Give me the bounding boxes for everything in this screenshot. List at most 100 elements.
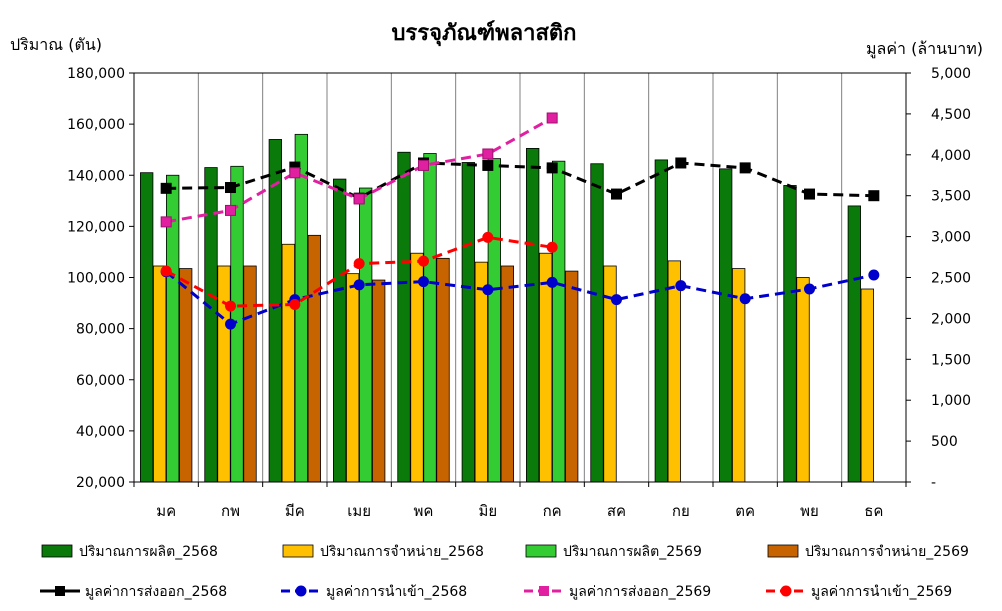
line-point-3 (418, 159, 429, 171)
x-tick-label: พย (800, 502, 819, 520)
bar-4-เมย (372, 279, 386, 483)
line-point-1 (675, 157, 687, 169)
line-point-4 (418, 255, 429, 267)
bar-4-มิย (500, 265, 514, 483)
legend-label: ปริมาณการผลิต_2568 (79, 544, 218, 560)
axes: 20,000 40,000 60,000 80,000 100,000 120,000 14… (67, 66, 971, 520)
bar-1-พย (783, 185, 797, 483)
legend-swatch (525, 544, 557, 558)
line-point-2 (611, 294, 622, 306)
y-right-tick-label: 5,000 (931, 66, 971, 82)
x-tick-label: สค (607, 502, 626, 520)
y-right-tick-label: - (931, 475, 936, 491)
y-left-tick-label: 160,000 (67, 117, 125, 133)
legend-label: ปริมาณการจำหน่าย_2568 (320, 544, 484, 560)
x-tick-label: มีค (285, 502, 305, 520)
y-left-tick-label: 100,000 (67, 271, 125, 287)
x-tick-label: มค (156, 502, 176, 520)
bar-1-มิย (461, 162, 475, 483)
bar-2-มีค (281, 243, 295, 483)
bar-2-กพ (217, 265, 231, 483)
bar-4-มค (179, 268, 193, 483)
bar-1-กค (526, 148, 540, 483)
bar-1-ตค (719, 168, 733, 483)
legend-label: มูลค่าการส่งออก_2569 (569, 584, 711, 600)
y-left-tick-label: 20,000 (76, 475, 125, 491)
legend-marker (539, 586, 549, 596)
line-point-2 (482, 284, 494, 296)
y-right-tick-label: 3,000 (931, 230, 971, 246)
grid-lines (133, 73, 907, 482)
bar-2-มิย (474, 261, 488, 483)
line-point-3 (289, 167, 301, 179)
x-tick-label: กค (543, 502, 562, 520)
line-point-3 (225, 204, 236, 216)
line-point-2 (353, 279, 365, 291)
line-point-4 (160, 265, 172, 277)
legend-swatch (767, 544, 799, 558)
legend-label: มูลค่าการส่งออก_2568 (85, 584, 227, 600)
y-left-tick-label: 140,000 (67, 168, 125, 184)
bar-1-เมย (333, 178, 347, 483)
bar-3-มิย (487, 158, 501, 483)
y-left-tick-label: 120,000 (67, 219, 125, 235)
line-point-2 (418, 276, 429, 288)
x-tick-label: กย (672, 502, 690, 520)
y-right-tick-label: 4,000 (931, 148, 971, 164)
line-point-1 (546, 162, 558, 174)
y-right-tick-label: 500 (931, 434, 958, 450)
line-point-1 (739, 162, 751, 174)
bar-2-กย (667, 260, 681, 483)
y-left-tick-label: 180,000 (67, 66, 125, 82)
bar-3-กค (552, 160, 566, 483)
bar-1-สค (590, 163, 604, 483)
line-point-2 (675, 280, 687, 292)
line-point-2 (868, 269, 880, 281)
bar-4-พค (436, 257, 450, 483)
chart-title: บรรจุภัณฑ์พลาสติก (391, 20, 576, 47)
bar-4-มีค (307, 234, 321, 483)
y-axis-left-label: ปริมาณ (ตัน) (10, 35, 102, 54)
y-right-tick-label: 3,500 (931, 189, 971, 205)
line-point-4 (225, 300, 236, 312)
line-point-1 (160, 182, 172, 194)
bar-1-ธค (847, 205, 861, 483)
bar-2-พย (796, 277, 810, 483)
line-point-3 (546, 112, 558, 124)
bar-3-พค (423, 153, 437, 483)
line-point-1 (868, 190, 880, 202)
legend-label: ปริมาณการผลิต_2569 (563, 544, 702, 560)
line-point-4 (353, 258, 365, 270)
bar-4-กค (565, 270, 579, 483)
line-point-3 (482, 148, 494, 160)
bar-1-กย (654, 159, 668, 483)
line-point-4 (289, 298, 301, 310)
y-right-tick-label: 1,500 (931, 352, 971, 368)
line-point-1 (482, 159, 494, 171)
bar-4-กพ (243, 265, 257, 483)
x-tick-label: พค (414, 502, 434, 520)
x-tick-label: ธค (864, 502, 883, 520)
line-series-group (160, 112, 880, 330)
line-point-2 (739, 293, 751, 305)
y-right-tick-label: 1,000 (931, 393, 971, 409)
y-left-tick-label: 60,000 (76, 373, 125, 389)
x-tick-label: ตค (735, 502, 755, 520)
y-left-tick-label: 40,000 (76, 424, 125, 440)
bar-series-group (140, 133, 874, 483)
legend-swatch (282, 544, 314, 558)
line-point-2 (804, 283, 815, 295)
legend-marker (295, 585, 307, 597)
y-right-tick-label: 4,500 (931, 107, 971, 123)
bar-1-พค (397, 151, 411, 483)
line-point-2 (225, 318, 236, 330)
y-right-tick-label: 2,000 (931, 311, 971, 327)
legend-swatch (41, 544, 73, 558)
y-left-tick-label: 80,000 (76, 322, 125, 338)
line-point-3 (160, 216, 172, 228)
line-point-3 (353, 193, 365, 205)
bar-3-เมย (359, 187, 373, 483)
x-tick-label: กพ (221, 502, 240, 520)
bar-2-เมย (346, 273, 360, 483)
